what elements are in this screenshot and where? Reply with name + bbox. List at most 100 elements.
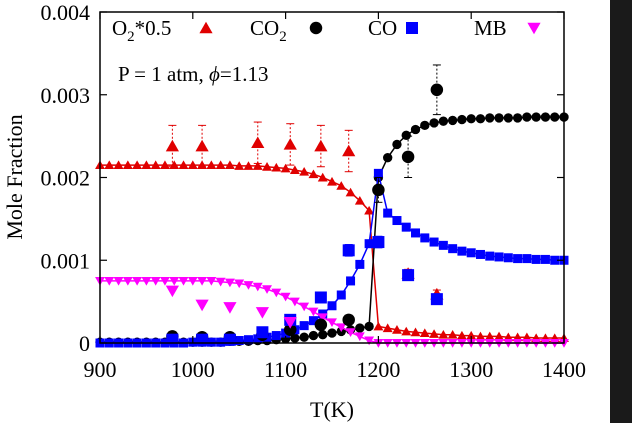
model-point-co2 [485, 113, 495, 123]
exp-point-o2-0-5 [342, 144, 356, 157]
model-point-co [411, 228, 421, 238]
model-point-mb [299, 302, 310, 312]
model-point-o2-0-5 [215, 160, 226, 170]
model-point-co [299, 321, 309, 331]
model-point-o2-0-5 [401, 326, 412, 336]
model-point-o2-0-5 [364, 205, 375, 215]
model-point-o2-0-5 [373, 321, 384, 331]
model-point-o2-0-5 [178, 160, 189, 170]
legend-marker-mb [527, 22, 541, 35]
exp-point-co [372, 236, 385, 249]
model-point-o2-0-5 [141, 160, 152, 170]
model-point-o2-0-5 [113, 160, 124, 170]
model-point-mb [327, 318, 337, 328]
model-point-co [466, 248, 476, 258]
model-point-co2 [308, 330, 319, 341]
model-point-o2-0-5 [308, 169, 319, 179]
legend-label-mb: MB [474, 16, 507, 40]
model-point-mb [345, 328, 356, 337]
exp-point-mb [195, 299, 209, 312]
model-point-co2 [503, 113, 513, 123]
model-point-o2-0-5 [512, 332, 523, 342]
exp-point-o2-0-5 [314, 139, 328, 152]
model-point-co [438, 240, 448, 250]
model-point-mb [178, 276, 189, 286]
legend-marker-co [406, 22, 418, 34]
model-point-o2-0-5 [104, 160, 115, 170]
model-point-co [336, 290, 346, 300]
exp-point-co2 [314, 318, 328, 332]
exp-point-o2-0-5 [251, 136, 265, 149]
model-point-o2-0-5 [438, 330, 449, 339]
model-point-o2-0-5 [447, 330, 458, 339]
model-point-co [327, 301, 337, 311]
model-point-mb [280, 292, 291, 302]
model-point-mb [317, 313, 328, 323]
exp-point-co2 [430, 83, 444, 97]
model-point-co2 [550, 112, 560, 122]
model-point-co2 [364, 321, 374, 332]
exp-point-co [342, 244, 355, 257]
model-point-co2 [457, 114, 467, 125]
model-point-co2 [475, 114, 486, 124]
model-point-co [364, 239, 374, 249]
model-point-o2-0-5 [382, 323, 393, 333]
model-point-co2 [383, 152, 393, 163]
legend-marker-o2 [199, 21, 213, 34]
model-point-o2-0-5 [354, 195, 365, 205]
model-point-co [513, 254, 523, 264]
model-point-mb [113, 276, 124, 286]
model-point-o2-0-5 [392, 325, 402, 334]
x-tick-label: 1300 [449, 357, 493, 382]
legend-label-o2: O2*0.5 [112, 16, 171, 45]
model-point-co [550, 255, 560, 265]
legend: O2*0.5 CO2 CO MB [112, 16, 541, 45]
model-point-co [485, 251, 495, 261]
model-point-o2-0-5 [345, 187, 356, 197]
model-point-co2 [290, 333, 300, 343]
exp-point-co [430, 293, 443, 306]
model-point-co [392, 216, 402, 226]
model-point-co [494, 252, 504, 262]
model-point-co2 [540, 112, 551, 122]
model-point-co2 [355, 323, 365, 333]
model-point-o2-0-5 [262, 162, 272, 171]
model-point-o2-0-5 [280, 163, 291, 173]
model-point-co [503, 253, 513, 263]
model-point-co2 [327, 328, 337, 338]
exp-point-o2-0-5 [283, 138, 297, 150]
model-point-co [346, 276, 356, 286]
model-point-o2-0-5 [327, 176, 337, 186]
y-tick-label: 0.002 [41, 166, 91, 191]
model-point-o2-0-5 [503, 332, 514, 342]
model-point-mb [271, 288, 282, 298]
exp-point-co2 [284, 323, 297, 337]
model-point-mb [122, 276, 133, 286]
model-point-mb [308, 307, 319, 317]
model-point-co [206, 337, 216, 347]
model-point-co [271, 331, 281, 341]
model-point-co2 [299, 332, 309, 342]
model-point-co2 [318, 330, 328, 340]
model-point-co [420, 233, 430, 243]
exp-point-co [314, 291, 327, 304]
model-point-mb [354, 332, 365, 342]
model-point-co [308, 316, 318, 326]
x-axis-label: T(K) [310, 397, 354, 422]
x-tick-label: 1200 [356, 357, 400, 382]
model-point-co [243, 335, 253, 345]
model-point-mb [364, 336, 375, 346]
model-point-o2-0-5 [336, 181, 347, 190]
model-point-co [216, 337, 226, 347]
model-point-o2-0-5 [494, 331, 504, 341]
model-point-co [373, 168, 383, 178]
model-point-o2-0-5 [484, 331, 495, 341]
exp-point-mb [255, 307, 269, 319]
exp-point-co [256, 326, 269, 339]
model-point-co2 [466, 114, 476, 124]
model-point-o2-0-5 [132, 160, 143, 170]
model-point-co2 [512, 113, 523, 123]
model-point-co [401, 222, 411, 232]
model-point-co2 [522, 112, 532, 122]
annotation-phi-value: =1.13 [220, 62, 269, 86]
